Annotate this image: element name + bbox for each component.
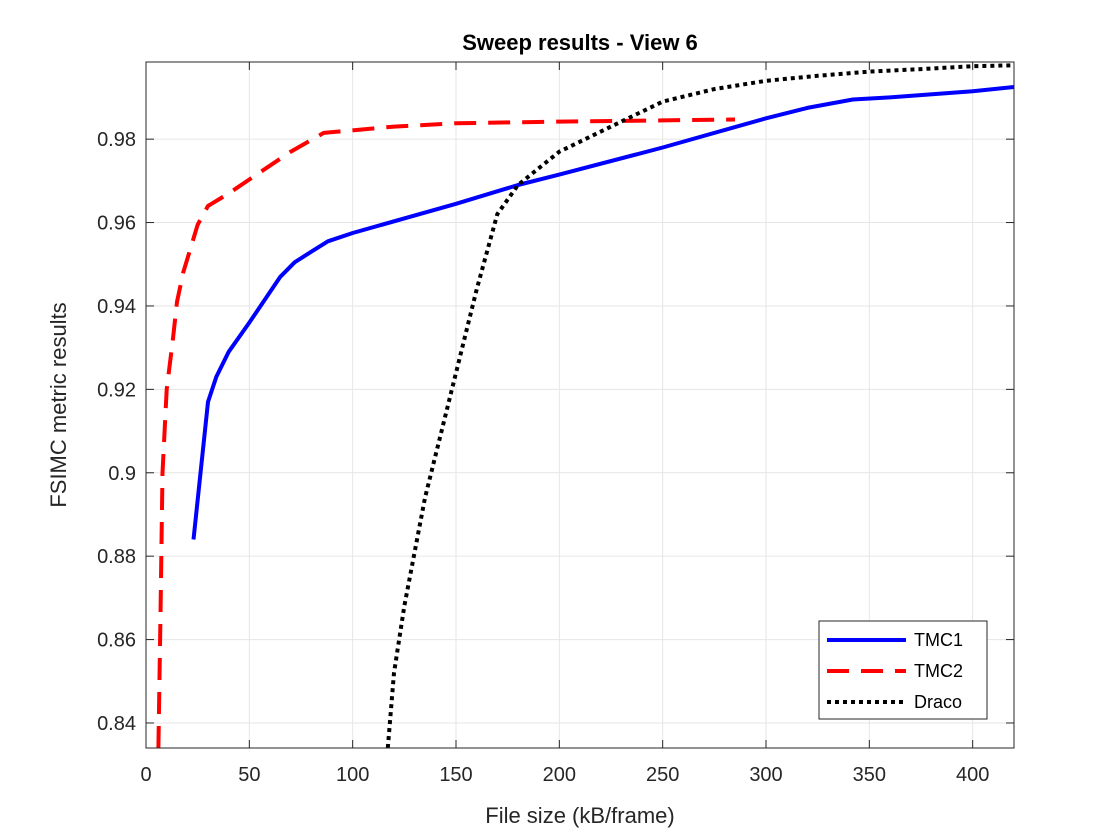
series-layer: [156, 63, 1014, 748]
legend-label-draco: Draco: [914, 692, 962, 712]
x-tick-label: 150: [439, 764, 472, 786]
y-tick-label: 0.94: [97, 296, 136, 318]
y-tick-label: 0.86: [97, 630, 136, 652]
series-line-tmc1: [191, 85, 1014, 540]
x-tick-label: 300: [749, 764, 782, 786]
y-tick-label: 0.84: [97, 713, 136, 735]
x-tick-label: 100: [336, 764, 369, 786]
series-line-draco: [385, 63, 1014, 748]
x-tick-label: 250: [646, 764, 679, 786]
x-axis-label: File size (kB/frame): [485, 803, 674, 828]
axes: 0 50 100 150 200 250 300 350 400 0.84 0.86 0.88 0.9 0…: [97, 62, 1014, 786]
series-line-tmc2: [156, 117, 736, 748]
x-tick-label: 200: [543, 764, 576, 786]
plot-frame: [145, 61, 1015, 749]
y-axis-label: FSIMC metric results: [46, 302, 71, 507]
y-tick-label: 0.98: [97, 129, 136, 151]
x-tick-label: 0: [140, 764, 151, 786]
x-tick-label: 50: [238, 764, 260, 786]
legend-label-tmc1: TMC1: [914, 630, 963, 650]
y-tick-label: 0.92: [97, 379, 136, 401]
x-tick-label: 400: [956, 764, 989, 786]
y-tick-label: 0.88: [97, 546, 136, 568]
x-tick-label: 350: [853, 764, 886, 786]
chart-title: Sweep results - View 6: [462, 30, 698, 55]
y-tick-label: 0.96: [97, 213, 136, 235]
y-tick-label: 0.9: [108, 463, 136, 485]
legend: TMC1 TMC2 Draco: [818, 620, 988, 720]
legend-label-tmc2: TMC2: [914, 661, 963, 681]
